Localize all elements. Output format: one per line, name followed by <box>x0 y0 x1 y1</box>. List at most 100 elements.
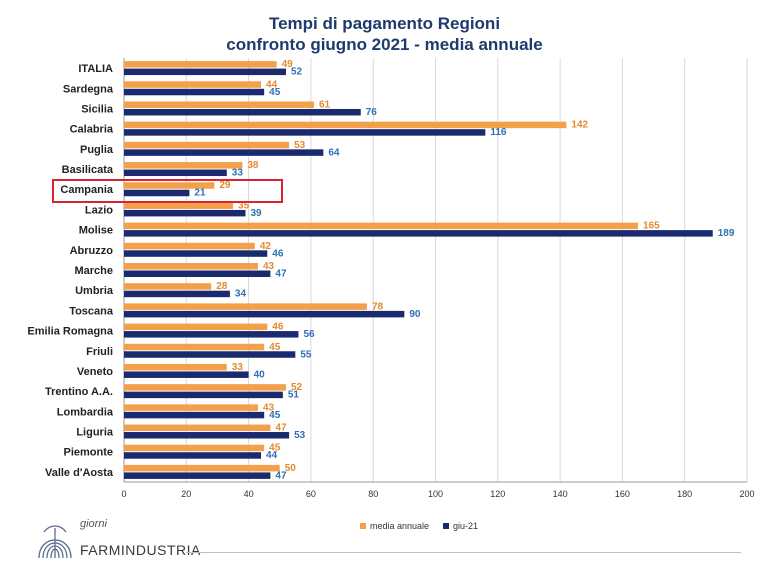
bar-giu-21 <box>124 250 268 257</box>
x-tick-label: 100 <box>428 489 443 499</box>
category-label: Campania <box>60 184 113 196</box>
data-label: 29 <box>219 180 231 191</box>
x-tick-label: 200 <box>739 489 754 499</box>
bar-media-annuale <box>124 444 265 452</box>
bar-giu-21 <box>124 270 271 277</box>
bar-giu-21 <box>124 351 296 358</box>
x-tick-label: 160 <box>615 489 630 499</box>
bar-media-annuale <box>124 404 258 411</box>
x-tick-label: 40 <box>244 489 254 499</box>
bar-media-annuale <box>124 464 280 472</box>
x-tick-label: 60 <box>306 489 316 499</box>
bar-giu-21 <box>124 189 190 197</box>
x-tick-label: 120 <box>490 489 505 499</box>
category-label: Toscana <box>69 305 114 317</box>
data-label: 33 <box>232 168 244 179</box>
category-label: Calabria <box>70 124 114 136</box>
data-label: 52 <box>291 382 303 393</box>
data-label: 45 <box>269 443 281 454</box>
data-label: 47 <box>275 269 287 280</box>
x-tick-label: 0 <box>121 489 126 499</box>
data-label: 45 <box>269 410 281 421</box>
bar-media-annuale <box>124 81 262 88</box>
x-tick-label: 20 <box>181 489 191 499</box>
data-label: 189 <box>718 228 735 239</box>
data-label: 46 <box>272 248 284 259</box>
bar-media-annuale <box>124 384 286 391</box>
data-label: 33 <box>232 362 244 373</box>
footer-divider <box>186 552 741 553</box>
bar-media-annuale <box>124 263 258 270</box>
data-label: 61 <box>319 99 331 110</box>
legend-swatch-giu-21 <box>443 523 450 529</box>
bar-media-annuale <box>124 283 212 290</box>
farmindustria-emblem-icon <box>38 525 72 559</box>
category-label: Basilicata <box>62 164 114 176</box>
data-label: 53 <box>294 140 306 151</box>
data-label: 56 <box>303 329 315 340</box>
legend-label-giu-21: giu-21 <box>453 521 479 531</box>
bar-giu-21 <box>124 310 405 318</box>
x-tick-label: 140 <box>553 489 568 499</box>
bar-giu-21 <box>124 391 283 399</box>
bar-media-annuale <box>124 202 234 209</box>
chart-subtitle: confronto giugno 2021 - media annuale <box>226 35 543 54</box>
bar-media-annuale <box>124 343 265 351</box>
bar-media-annuale <box>124 303 367 310</box>
bar-media-annuale <box>124 363 227 371</box>
bar-media-annuale <box>124 182 215 189</box>
data-label: 40 <box>254 369 266 380</box>
bar-giu-21 <box>124 472 271 479</box>
category-label: Puglia <box>80 144 114 156</box>
legend-swatch-media-annuale <box>360 523 366 529</box>
bar-giu-21 <box>124 68 286 76</box>
category-label: Valle d'Aosta <box>45 467 114 479</box>
bar-giu-21 <box>124 331 299 338</box>
data-label: 165 <box>643 221 660 232</box>
data-label: 76 <box>366 107 378 118</box>
bar-giu-21 <box>124 108 361 116</box>
category-label: Abruzzo <box>70 245 114 257</box>
data-label: 55 <box>300 349 312 360</box>
bar-giu-21 <box>124 169 227 177</box>
category-label: Lazio <box>85 204 113 216</box>
bar-giu-21 <box>124 371 249 378</box>
category-label: Emilia Romagna <box>27 326 113 338</box>
farmindustria-logo: giorni FARMINDUSTRIA <box>36 518 200 560</box>
bar-media-annuale <box>124 323 268 331</box>
data-label: 28 <box>216 281 228 292</box>
bar-media-annuale <box>124 121 567 129</box>
category-label: Sicilia <box>81 103 114 115</box>
data-label: 116 <box>490 127 507 138</box>
bar-media-annuale <box>124 162 243 169</box>
bar-media-annuale <box>124 242 255 250</box>
data-label: 142 <box>571 120 588 131</box>
category-label: Veneto <box>77 366 113 378</box>
x-tick-label: 180 <box>677 489 692 499</box>
category-label: ITALIA <box>78 63 113 75</box>
chart-title: Tempi di pagamento Regioni <box>268 14 501 33</box>
bar-giu-21 <box>124 411 265 419</box>
category-label: Piemonte <box>63 447 113 459</box>
bar-giu-21 <box>124 88 265 96</box>
bar-media-annuale <box>124 222 638 230</box>
category-label: Liguria <box>76 427 114 439</box>
category-label: Umbria <box>75 285 114 297</box>
data-label: 43 <box>263 261 275 272</box>
logo-brand-text: FARMINDUSTRIA <box>80 542 201 558</box>
chart-legend: media annuale giu-21 <box>360 521 492 531</box>
data-label: 78 <box>372 301 384 312</box>
data-label: 49 <box>282 59 294 70</box>
data-label: 53 <box>294 430 306 441</box>
bar-giu-21 <box>124 290 230 298</box>
data-label: 64 <box>328 147 340 158</box>
data-label: 46 <box>272 322 284 333</box>
bar-giu-21 <box>124 452 262 459</box>
category-label: Friuli <box>86 346 113 358</box>
data-label: 39 <box>250 208 262 219</box>
data-label: 35 <box>238 200 250 211</box>
legend-label-media-annuale: media annuale <box>370 521 430 531</box>
bar-media-annuale <box>124 141 290 149</box>
data-label: 47 <box>275 423 287 434</box>
data-label: 52 <box>291 67 303 78</box>
